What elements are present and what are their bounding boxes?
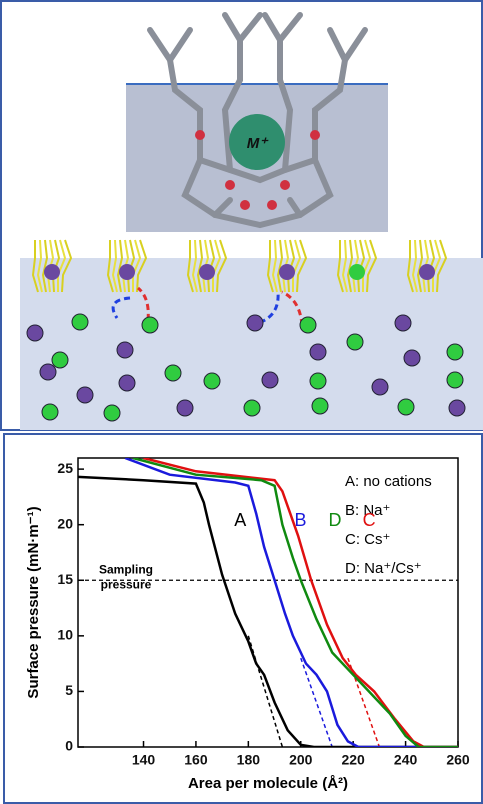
bound-ion [349, 264, 365, 280]
ion [177, 400, 193, 416]
bound-ion [279, 264, 295, 280]
legend-entry: C: Cs⁺ [345, 531, 390, 548]
curve-label: D [329, 510, 342, 530]
ion [77, 387, 93, 403]
figure: M⁺ 140 160 180 200 220 240 260 0 5 10 15 20 25 Area p… [0, 0, 483, 804]
bound-ion [119, 264, 135, 280]
ion [310, 373, 326, 389]
y-tick-label: 15 [57, 571, 73, 587]
curve-label: C [363, 510, 376, 530]
ion [244, 400, 260, 416]
curve-label: A [234, 510, 246, 530]
y-tick-label: 25 [57, 460, 73, 476]
ion [300, 317, 316, 333]
x-tick-label: 180 [237, 752, 261, 768]
ion [27, 325, 43, 341]
ion [262, 372, 278, 388]
x-tick-label: 160 [184, 752, 208, 768]
ion [310, 344, 326, 360]
y-tick-label: 0 [65, 738, 73, 754]
sampling-label: pressure [101, 577, 152, 591]
bound-ion [199, 264, 215, 280]
x-tick-label: 240 [394, 752, 418, 768]
curve-label: B [294, 510, 306, 530]
ion [40, 364, 56, 380]
bound-ion [44, 264, 60, 280]
ion-label: M⁺ [247, 135, 269, 152]
ion [247, 315, 263, 331]
ion [142, 317, 158, 333]
ion [52, 352, 68, 368]
y-tick-label: 5 [65, 682, 73, 698]
x-tick-label: 220 [341, 752, 365, 768]
ion [395, 315, 411, 331]
ion [447, 344, 463, 360]
ion [449, 400, 465, 416]
ion [104, 405, 120, 421]
ion [312, 398, 328, 414]
ion [42, 404, 58, 420]
y-tick-label: 10 [57, 627, 73, 643]
ion [347, 334, 363, 350]
ion [204, 373, 220, 389]
ion [117, 342, 133, 358]
ion [72, 314, 88, 330]
x-tick-label: 200 [289, 752, 313, 768]
ion [398, 399, 414, 415]
x-tick-label: 260 [446, 752, 470, 768]
ion [404, 350, 420, 366]
sampling-label: Sampling [99, 562, 153, 576]
legend-entry: A: no cations [345, 473, 432, 490]
legend-entry: D: Na⁺/Cs⁺ [345, 560, 422, 577]
ion [119, 375, 135, 391]
y-tick-label: 20 [57, 515, 73, 531]
ion [372, 379, 388, 395]
ion [447, 372, 463, 388]
bound-ion [419, 264, 435, 280]
x-tick-label: 140 [132, 752, 156, 768]
x-axis-label: Area per molecule (Å²) [188, 775, 348, 792]
ion [165, 365, 181, 381]
y-axis-label: Surface pressure (mN·m⁻¹) [25, 506, 42, 698]
